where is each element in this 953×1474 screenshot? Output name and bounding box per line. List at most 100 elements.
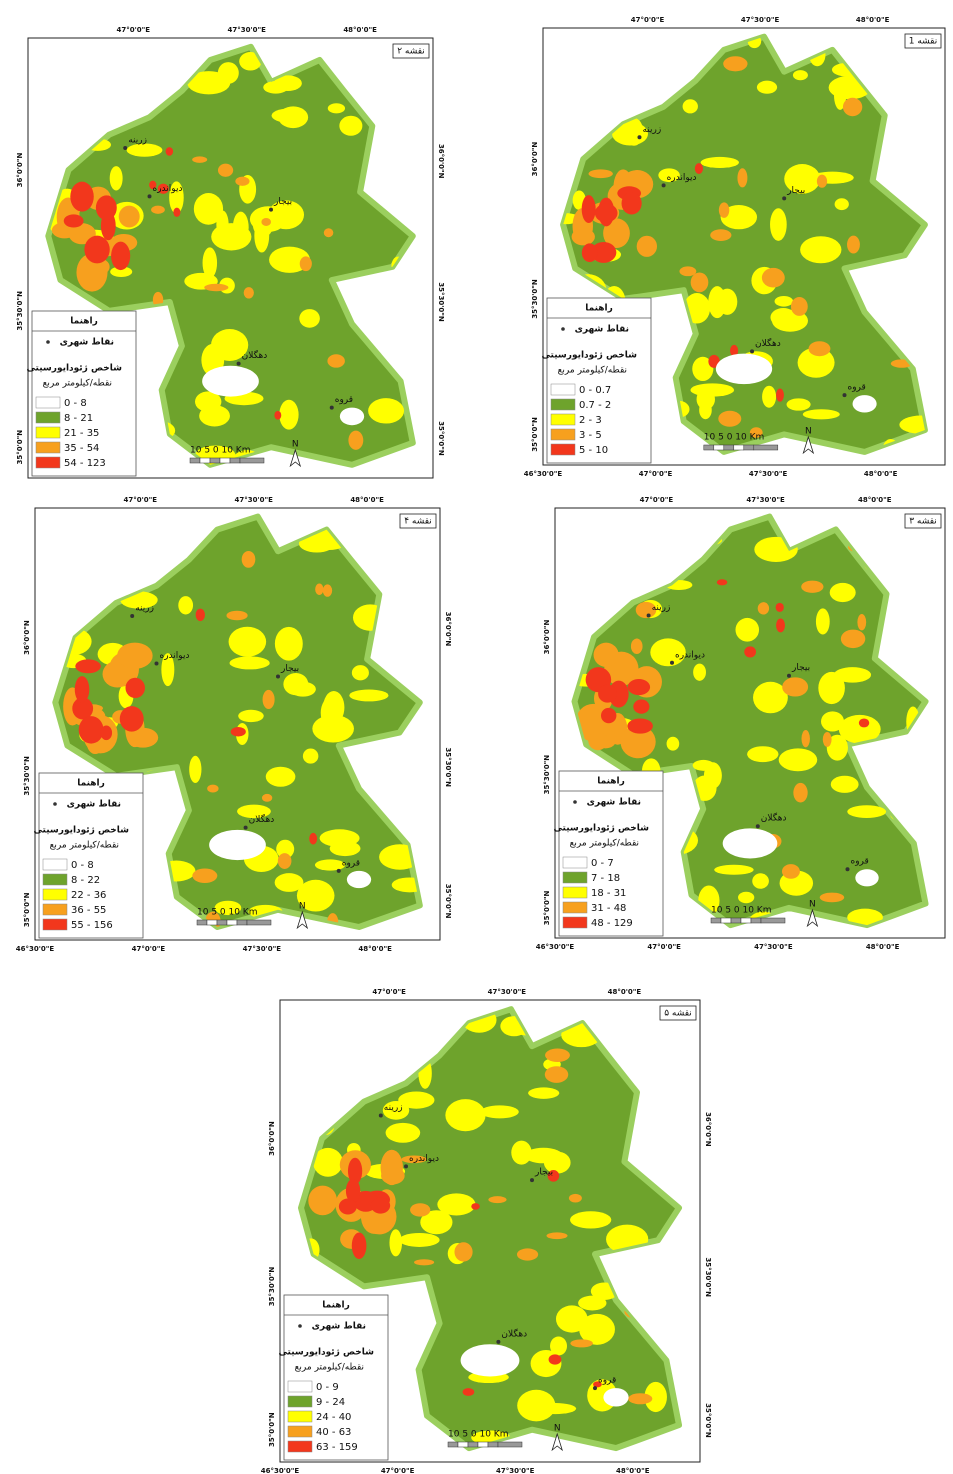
patch [211,223,251,250]
city-dot [123,146,127,150]
patch [752,873,769,888]
scale-label: 10 5 0 10 Km [704,433,764,443]
patch [816,608,830,634]
patch [339,116,362,136]
coord-label: 47°0'0"E [631,16,665,24]
legend-point [53,802,57,806]
legend-class: 8 - 21 [64,413,93,424]
patch [770,208,787,241]
patch [119,206,140,228]
legend-swatch [288,1396,312,1407]
scale-segment [704,445,714,450]
patch [244,287,254,298]
scale-segment [237,920,247,925]
legend-swatch [43,859,67,870]
patch [218,164,233,177]
patch [463,1388,475,1396]
city-label: بیجار [280,664,299,674]
patch [594,643,619,667]
patch [315,584,323,595]
legend-swatch [36,442,60,453]
legend-swatch [288,1441,312,1452]
legend-class: 0.7 - 2 [579,400,611,411]
patch [534,1403,576,1414]
patch [275,873,304,892]
hole [461,1344,520,1376]
legend-point [573,800,577,804]
coord-label: 46°30'0"E [524,470,563,478]
hole [340,408,364,426]
patch [275,627,303,661]
map-title: نقشه ۲ [397,47,425,57]
coord-label: 36°0'0"N [16,153,24,188]
patch [701,157,739,168]
legend-points: نقاط شهری [67,800,121,810]
city-label: قروه [335,395,353,405]
scale-segment [247,920,271,925]
legend-unit: نقطه/کیلومتر مربع [295,1363,364,1373]
city-label: بیجار [791,663,810,673]
coord-label: 36°0'0"N [23,620,31,655]
patch [199,405,230,426]
patch [679,266,696,276]
city-label: زرینه [135,604,154,614]
coord-label: 35°0'0"N [531,417,539,452]
city-label: دهگلان [755,337,781,349]
city-dot [782,196,786,200]
legend-class: 31 - 48 [591,903,626,914]
patch [859,718,869,727]
city-dot [155,662,159,666]
patch [290,682,316,697]
patch [735,618,759,642]
patch [691,273,709,293]
patch [321,697,341,729]
legend-swatch [563,887,587,898]
patch [628,679,650,695]
legend-swatch [36,427,60,438]
patch [550,1337,567,1356]
patch [196,609,205,621]
patch [776,388,784,401]
legend-class: 9 - 24 [316,1397,345,1408]
legend-unit: نقطه/کیلومتر مربع [43,379,112,389]
patch [817,175,827,188]
patch [262,794,272,802]
scale-segment [741,918,751,923]
patch [517,1248,538,1260]
patch [278,853,292,869]
city-label: قروه [851,857,869,867]
patch [835,198,849,210]
patch [628,1393,652,1404]
map-title: نقشه ۳ [909,517,937,527]
patch [480,1105,518,1118]
scale-segment [220,458,230,463]
patch [279,400,298,430]
patch [437,1193,475,1215]
coord-label: 35°30'0"N [704,1257,712,1297]
legend-swatch [551,384,575,395]
city-label: بیجار [273,197,292,207]
city-dot [787,674,791,678]
legend-unit: نقطه/کیلومتر مربع [570,839,639,849]
scale-segment [217,920,227,925]
scale-segment [468,1442,478,1447]
scale-segment [721,918,731,923]
patch [399,1233,440,1247]
map-title: نقشه 1 [909,37,938,47]
patch [738,892,754,903]
legend-index: شاخص ژئودایورسیتی [541,351,637,361]
city-dot [496,1340,500,1344]
city-dot [330,406,334,410]
patch [229,627,267,657]
city-dot [237,362,241,366]
patch [70,182,93,212]
coord-label: 47°0'0"E [372,988,406,996]
patch [79,716,104,743]
coord-label: 35°30'0"N [23,756,31,796]
patch [762,386,776,408]
hole [855,869,878,886]
legend-class: 40 - 63 [316,1427,351,1438]
patch [178,596,193,614]
patch [127,144,163,157]
coord-label: 35°0'0"N [444,884,452,919]
